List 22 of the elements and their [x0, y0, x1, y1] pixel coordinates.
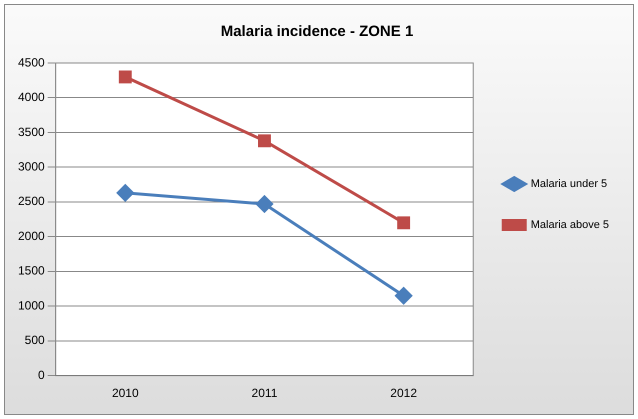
y-tick-label: 3500	[18, 124, 46, 139]
x-tick-label: 2011	[252, 386, 278, 400]
y-tick-label: 0	[38, 368, 46, 382]
y-tick-label: 4000	[18, 90, 46, 104]
point	[397, 216, 410, 230]
legend-label: Malaria under 5	[530, 178, 608, 190]
y-tick-label: 2500	[18, 194, 46, 208]
point	[118, 70, 132, 84]
point	[395, 287, 412, 304]
y-tick-label: 4500	[18, 55, 46, 70]
point	[258, 134, 271, 148]
point	[116, 184, 134, 202]
y-tick-label: 2000	[18, 228, 46, 243]
chart-title: Malaria incidence - ZONE 1	[220, 23, 414, 40]
y-tick-label: 1000	[18, 298, 46, 312]
x-tick-label: 2010	[112, 386, 139, 400]
x-tick-label: 2012	[390, 386, 418, 400]
y-tick-label: 1500	[18, 264, 46, 278]
point	[256, 196, 273, 213]
legend-label: Malaria above 5	[530, 219, 610, 232]
y-tick-label: 3000	[18, 160, 46, 174]
y-tick-label: 500	[24, 333, 46, 348]
